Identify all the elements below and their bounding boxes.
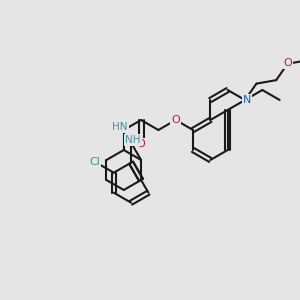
Text: HN: HN xyxy=(112,122,128,132)
Text: NH: NH xyxy=(125,135,141,145)
Text: N: N xyxy=(243,95,251,105)
Text: O: O xyxy=(137,139,146,149)
Text: O: O xyxy=(171,115,180,125)
Text: Cl: Cl xyxy=(89,157,100,167)
Text: O: O xyxy=(283,58,292,68)
